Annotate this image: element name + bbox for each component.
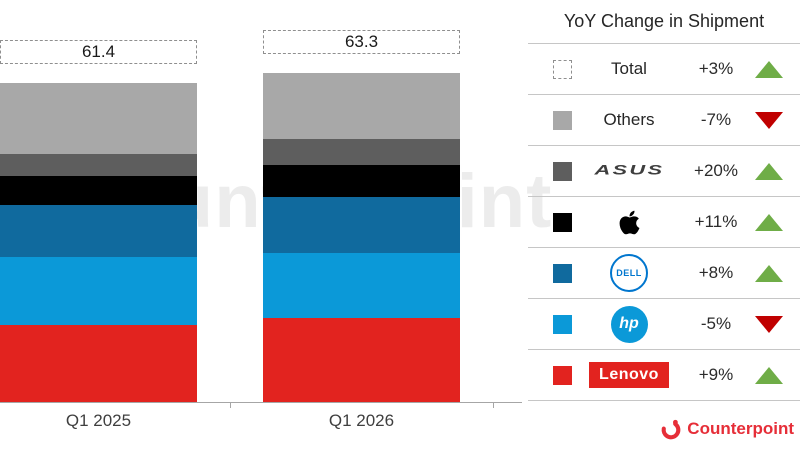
bar-segment-asus-q1-2025 [0, 154, 197, 176]
legend-row-apple: +11% [528, 197, 800, 248]
asus-wordmark: ASUS [594, 163, 664, 179]
x-axis-tick [493, 402, 494, 408]
counterpoint-wordmark: Counterpoint [687, 419, 794, 438]
trend-down-icon [755, 111, 783, 129]
yoy-value-others: -7% [700, 110, 732, 129]
legend-row-dell: DELL +8% [528, 248, 800, 299]
trend-cell-dell [746, 264, 792, 282]
trend-up-icon [755, 213, 783, 231]
counterpoint-icon [661, 419, 681, 440]
legend-row-lenovo: Lenovo +9% [528, 350, 800, 401]
bar-segment-asus-q1-2026 [263, 139, 460, 165]
x-axis-label-q1-2025: Q1 2025 [65, 411, 132, 430]
swatch-hp [553, 314, 572, 334]
legend-panel: YoY Change in Shipment Total +3% Others -7%… [528, 0, 800, 401]
total-logo: Total [572, 59, 686, 79]
bar-segment-dell-q1-2025 [0, 204, 197, 257]
lenovo-logo: Lenovo [572, 362, 686, 388]
yoy-value-apple: +11% [694, 212, 738, 231]
trend-cell-lenovo [746, 366, 792, 384]
trend-cell-asus [746, 162, 792, 180]
x-axis-label-q1-2026: Q1 2026 [328, 411, 395, 430]
bar-segment-apple-q1-2025 [0, 175, 197, 205]
apple-logo [572, 209, 686, 236]
legend-row-total: Total +3% [528, 44, 800, 95]
yoy-value-total: +3% [698, 59, 734, 78]
trend-cell-hp [746, 315, 792, 333]
swatch-total [553, 59, 572, 79]
trend-cell-total [746, 60, 792, 78]
x-axis-tick [230, 402, 231, 408]
yoy-value-asus: +20% [694, 161, 738, 180]
legend-rows: Total +3% Others -7% ASUS +20% +11% DELL +8% hp -5… [528, 44, 800, 401]
bar-segment-others-q1-2025 [0, 82, 197, 155]
legend-label-total: Total [611, 59, 647, 78]
counterpoint-logo: Counterpoint [660, 418, 794, 440]
trend-up-icon [755, 366, 783, 384]
trend-up-icon [755, 162, 783, 180]
legend-title: YoY Change in Shipment [528, 0, 800, 44]
lenovo-badge: Lenovo [589, 362, 669, 388]
hp-logo: hp [572, 305, 686, 343]
total-label-box-q1-2026: 63.3 [263, 29, 460, 54]
yoy-value-lenovo: +9% [698, 365, 734, 384]
hp-badge: hp [610, 305, 648, 343]
legend-row-others: Others -7% [528, 95, 800, 146]
swatch-asus [553, 161, 572, 181]
bar-segment-hp-q1-2025 [0, 256, 197, 325]
swatch-others [553, 110, 572, 130]
swatch-lenovo [553, 365, 572, 385]
bar-segment-apple-q1-2026 [263, 164, 460, 198]
legend-label-others: Others [603, 110, 655, 129]
bar-segment-dell-q1-2026 [263, 197, 460, 254]
legend-row-hp: hp -5% [528, 299, 800, 350]
trend-up-icon [755, 264, 783, 282]
bar-segment-hp-q1-2026 [263, 253, 460, 318]
swatch-apple [553, 212, 572, 232]
trend-up-icon [755, 60, 783, 78]
total-label-box-q1-2025: 61.4 [0, 39, 197, 64]
x-axis-line [0, 402, 522, 403]
dell-logo: DELL [572, 254, 686, 292]
asus-logo: ASUS [572, 160, 686, 182]
yoy-value-hp: -5% [700, 314, 732, 333]
yoy-value-dell: +8% [698, 263, 734, 282]
trend-cell-others [746, 111, 792, 129]
others-logo: Others [572, 110, 686, 130]
trend-cell-apple [746, 213, 792, 231]
bar-segment-others-q1-2026 [263, 72, 460, 140]
bar-segment-lenovo-q1-2025 [0, 324, 197, 402]
swatch-dell [553, 263, 572, 283]
dell-badge: DELL [610, 254, 648, 292]
legend-row-asus: ASUS +20% [528, 146, 800, 197]
bar-segment-lenovo-q1-2026 [263, 317, 460, 402]
trend-down-icon [755, 315, 783, 333]
apple-icon [619, 210, 639, 234]
